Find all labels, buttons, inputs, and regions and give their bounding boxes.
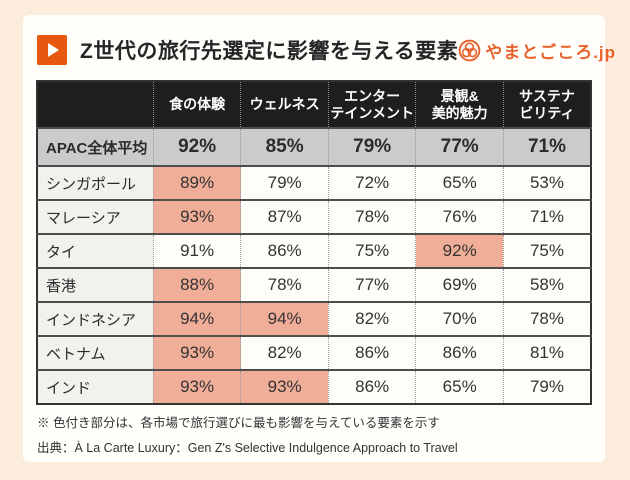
- row-label: ベトナム: [37, 336, 154, 370]
- value-cell: 86%: [240, 234, 329, 268]
- row-label: タイ: [37, 234, 154, 268]
- value-cell: 53%: [502, 166, 591, 200]
- value-cell: 81%: [502, 336, 591, 370]
- column-header-sustainability: サステナ ビリティ: [502, 81, 591, 128]
- row-label: シンガポール: [37, 166, 154, 200]
- value-cell: 71%: [502, 200, 591, 234]
- factors-table: 食の体験 ウェルネス エンター テインメント 景観& 美的魅力 サステナ ビリテ…: [36, 80, 592, 405]
- value-cell: 85%: [240, 128, 329, 166]
- value-cell: 65%: [415, 370, 504, 404]
- value-cell-highlighted: 92%: [415, 234, 504, 268]
- play-triangle-icon: [48, 43, 59, 57]
- highlight-legend-note: ※ 色付き部分は、各市場で旅行選びに最も影響を与えている要素を示す: [37, 416, 440, 430]
- value-cell: 91%: [152, 234, 241, 268]
- value-cell: 82%: [327, 302, 416, 336]
- value-cell-highlighted: 94%: [152, 302, 241, 336]
- value-cell: 72%: [327, 166, 416, 200]
- value-cell-highlighted: 94%: [240, 302, 329, 336]
- value-cell: 79%: [327, 128, 416, 166]
- source-note: 出典：À La Carte Luxury：Gen Z's Selective I…: [37, 441, 458, 456]
- column-header-food: 食の体験: [152, 81, 241, 128]
- value-cell: 75%: [327, 234, 416, 268]
- row-label: APAC全体平均: [37, 128, 154, 166]
- row-label: インドネシア: [37, 302, 154, 336]
- value-cell: 86%: [327, 370, 416, 404]
- value-cell: 70%: [415, 302, 504, 336]
- value-cell: 86%: [327, 336, 416, 370]
- table-header-row: 食の体験 ウェルネス エンター テインメント 景観& 美的魅力 サステナ ビリテ…: [37, 81, 591, 128]
- value-cell: 77%: [327, 268, 416, 302]
- table-row-average: APAC全体平均 92% 85% 79% 77% 71%: [37, 128, 591, 166]
- row-label: インド: [37, 370, 154, 404]
- value-cell: 78%: [240, 268, 329, 302]
- value-cell: 92%: [152, 128, 241, 166]
- value-cell: 79%: [240, 166, 329, 200]
- value-cell: 69%: [415, 268, 504, 302]
- table-row: インド 93% 93% 86% 65% 79%: [37, 370, 591, 404]
- value-cell: 82%: [240, 336, 329, 370]
- column-header-entertainment: エンター テインメント: [327, 81, 416, 128]
- table-body: APAC全体平均 92% 85% 79% 77% 71% シンガポール 89% 79% 72% 65…: [37, 128, 591, 404]
- value-cell: 78%: [327, 200, 416, 234]
- corner-cell: [37, 81, 154, 128]
- infographic-card: Z世代の旅行先選定に影響を与える要素 やまとごころ.jp 食の体験 ウェルネス: [23, 15, 615, 462]
- value-cell: 79%: [502, 370, 591, 404]
- value-cell-highlighted: 89%: [152, 166, 241, 200]
- value-cell: 65%: [415, 166, 504, 200]
- page-title: Z世代の旅行先選定に影響を与える要素: [80, 40, 459, 63]
- column-header-wellness: ウェルネス: [240, 81, 329, 128]
- column-header-scenery: 景観& 美的魅力: [415, 81, 504, 128]
- table-row: シンガポール 89% 79% 72% 65% 53%: [37, 166, 591, 200]
- value-cell-highlighted: 93%: [152, 370, 241, 404]
- value-cell: 76%: [415, 200, 504, 234]
- table-row: タイ 91% 86% 75% 92% 75%: [37, 234, 591, 268]
- row-label: マレーシア: [37, 200, 154, 234]
- row-label: 香港: [37, 268, 154, 302]
- value-cell: 86%: [415, 336, 504, 370]
- table-row: ベトナム 93% 82% 86% 86% 81%: [37, 336, 591, 370]
- table-row: 香港 88% 78% 77% 69% 58%: [37, 268, 591, 302]
- logo-text: やまとごころ.jp: [485, 42, 617, 62]
- site-logo: やまとごころ.jp: [458, 38, 616, 63]
- logo-crest-icon: [458, 39, 481, 62]
- table-row: インドネシア 94% 94% 82% 70% 78%: [37, 302, 591, 336]
- play-icon: [37, 35, 67, 65]
- value-cell: 71%: [502, 128, 591, 166]
- value-cell: 87%: [240, 200, 329, 234]
- value-cell-highlighted: 93%: [152, 336, 241, 370]
- value-cell: 77%: [415, 128, 504, 166]
- value-cell: 75%: [502, 234, 591, 268]
- value-cell: 58%: [502, 268, 591, 302]
- value-cell-highlighted: 88%: [152, 268, 241, 302]
- footnotes: ※ 色付き部分は、各市場で旅行選びに最も影響を与えている要素を示す 出典：À L…: [36, 415, 592, 457]
- title-bar: Z世代の旅行先選定に影響を与える要素 やまとごころ.jp: [36, 35, 615, 65]
- table-row: マレーシア 93% 87% 78% 76% 71%: [37, 200, 591, 234]
- value-cell-highlighted: 93%: [240, 370, 329, 404]
- value-cell: 78%: [502, 302, 591, 336]
- value-cell-highlighted: 93%: [152, 200, 241, 234]
